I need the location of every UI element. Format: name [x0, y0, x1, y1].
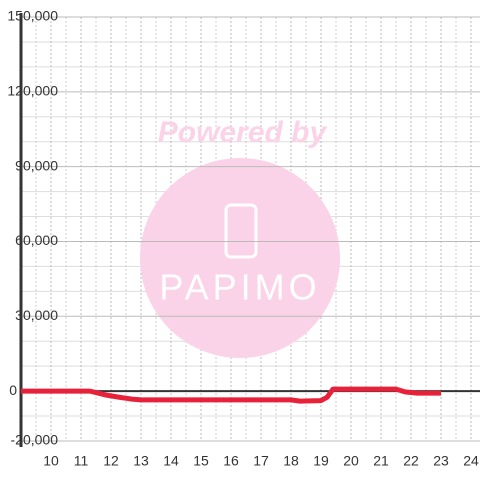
x-tick-label: 20 — [343, 453, 359, 469]
x-tick-label: 24 — [463, 453, 479, 469]
x-tick-label: 15 — [193, 453, 209, 469]
y-tick-label: 0 — [9, 382, 17, 398]
data-line — [21, 386, 441, 404]
y-tick-label: -20,000 — [11, 432, 59, 448]
y-tick-label: 150,000 — [7, 8, 58, 24]
x-tick-label: 18 — [283, 453, 299, 469]
x-tick-label: 19 — [313, 453, 329, 469]
x-tick-label: 22 — [403, 453, 419, 469]
y-tick-label: 90,000 — [15, 157, 58, 173]
watermark-text: PAPIMO — [159, 267, 320, 308]
x-tick-label: 12 — [103, 453, 119, 469]
y-tick-label: 120,000 — [7, 83, 58, 99]
watermark-text: Powered by — [158, 116, 328, 149]
x-tick-label: 10 — [43, 453, 59, 469]
watermark-phone — [224, 203, 258, 259]
watermark: Powered by PAPIMO — [140, 116, 340, 358]
y-tick-label: 30,000 — [15, 307, 58, 323]
x-tick-label: 16 — [223, 453, 239, 469]
x-tick-label: 13 — [133, 453, 149, 469]
x-tick-label: 17 — [253, 453, 269, 469]
x-tick-label: 11 — [74, 453, 89, 469]
x-tick-label: 23 — [433, 453, 449, 469]
x-tick-label: 21 — [373, 453, 389, 469]
x-tick-label: 14 — [163, 453, 179, 469]
y-tick-label: 60,000 — [15, 232, 58, 248]
